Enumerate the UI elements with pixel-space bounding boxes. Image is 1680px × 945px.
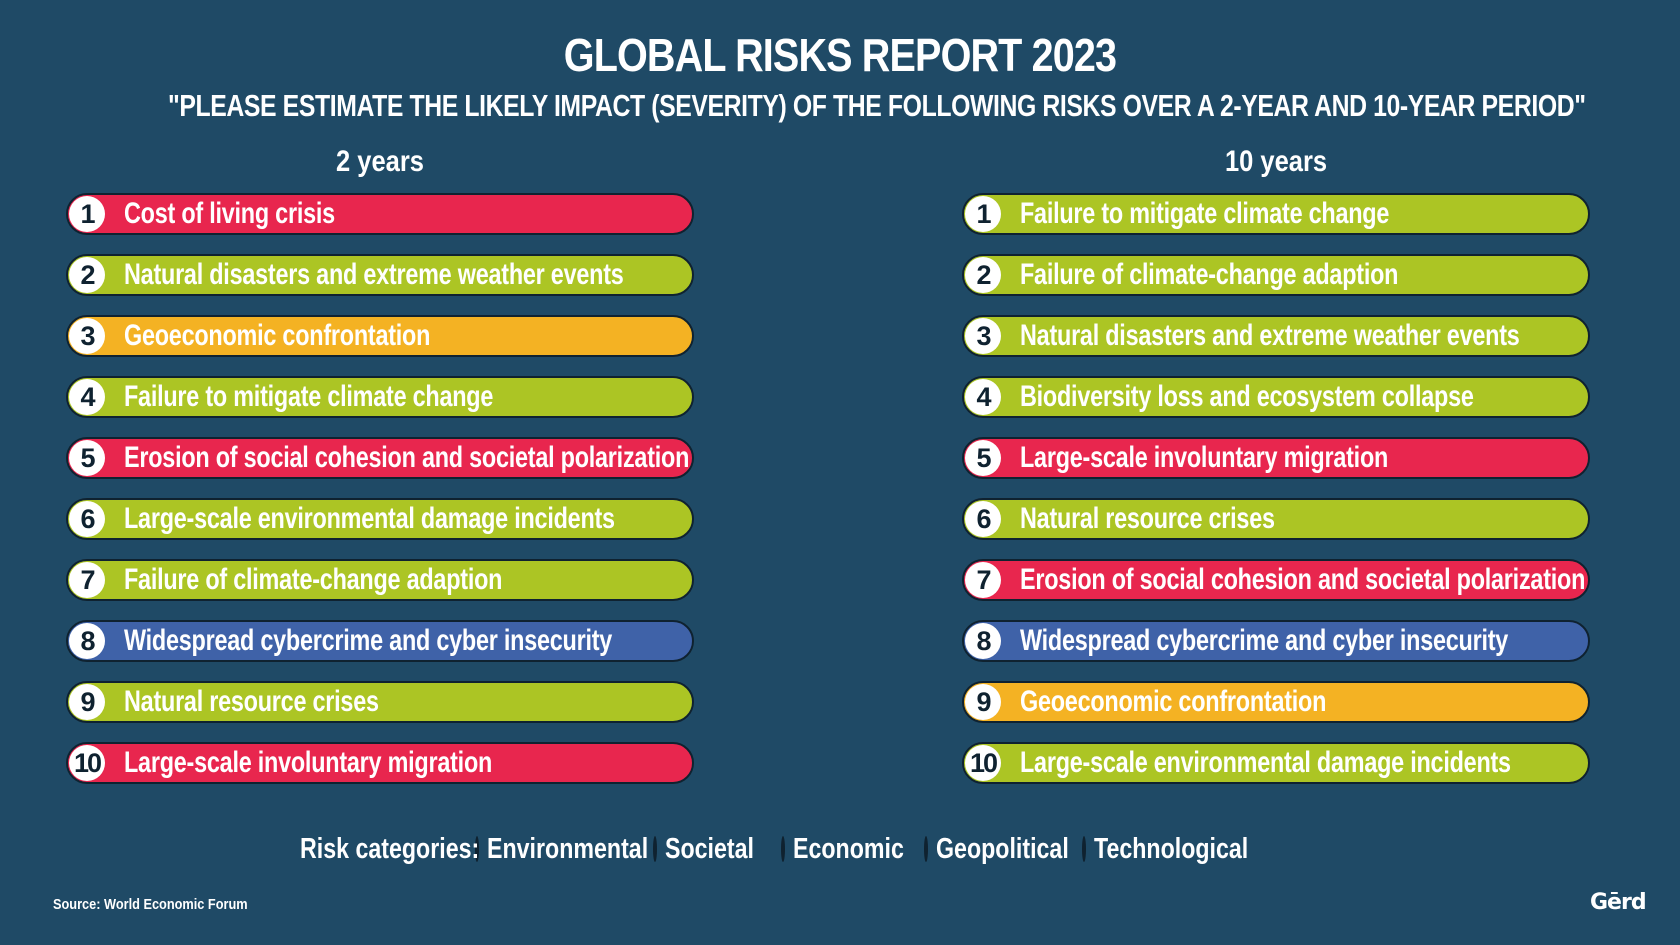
risk-item: 4 Biodiversity loss and ecosystem collaps… <box>962 376 1590 418</box>
page-title: GLOBAL RISKS REPORT 2023 <box>563 29 1117 81</box>
legend-item-geopolitical: Geopolitical <box>924 833 1074 866</box>
risk-item: 5 Erosion of social cohesion and societal… <box>66 437 694 479</box>
risk-label: Natural resource crises <box>124 685 379 718</box>
risk-item: 9 Natural resource crises <box>66 681 694 723</box>
risk-label: Geoeconomic confrontation <box>1020 685 1327 718</box>
risk-label: Large-scale environmental damage inciden… <box>124 502 615 535</box>
column-heading-10-years: 10 years <box>1224 145 1328 178</box>
rank-badge: 5 <box>69 440 105 476</box>
risk-item: 6 Natural resource crises <box>962 498 1590 540</box>
risk-label: Large-scale involuntary migration <box>124 746 493 779</box>
risk-item: 9 Geoeconomic confrontation <box>962 681 1590 723</box>
rank-badge: 5 <box>965 440 1001 476</box>
rank-badge: 9 <box>69 684 105 720</box>
legend: Risk categories: Environmental Societal Ec… <box>300 830 1260 868</box>
rank-badge: 10 <box>965 745 1001 781</box>
rank-badge: 4 <box>965 379 1001 415</box>
legend-swatch <box>781 836 785 862</box>
legend-label: Economic <box>793 832 904 865</box>
legend-item-environmental: Environmental <box>475 832 649 866</box>
rank-badge: 7 <box>69 562 105 598</box>
risk-item: 3 Natural disasters and extreme weather e… <box>962 315 1590 357</box>
legend-swatch <box>924 836 928 862</box>
risk-item: 10 Large-scale involuntary migration <box>66 742 694 784</box>
risk-label: Natural disasters and extreme weather ev… <box>124 258 624 291</box>
legend-label: Environmental <box>487 832 649 865</box>
legend-swatch <box>1082 836 1086 862</box>
rank-badge: 3 <box>965 318 1001 354</box>
rank-badge: 2 <box>69 257 105 293</box>
risk-label: Failure of climate-change adaption <box>1020 258 1399 291</box>
rank-badge: 7 <box>965 562 1001 598</box>
legend-swatch <box>653 836 657 862</box>
legend-label: Technological <box>1094 832 1249 865</box>
legend-item-societal: Societal <box>653 833 773 866</box>
column-heading-2-years: 2 years <box>336 145 424 178</box>
risk-label: Failure to mitigate climate change <box>1020 197 1390 230</box>
risk-label: Widespread cybercrime and cyber insecuri… <box>124 624 613 657</box>
rank-badge: 2 <box>965 257 1001 293</box>
risk-label: Natural resource crises <box>1020 502 1275 535</box>
risk-item: 4 Failure to mitigate climate change <box>66 376 694 418</box>
risk-item: 1 Failure to mitigate climate change <box>962 193 1590 235</box>
risk-item: 5 Large-scale involuntary migration <box>962 437 1590 479</box>
rank-badge: 8 <box>69 623 105 659</box>
risk-label: Widespread cybercrime and cyber insecuri… <box>1020 624 1509 657</box>
rank-badge: 1 <box>69 196 105 232</box>
rank-badge: 1 <box>965 196 1001 232</box>
risk-item: 7 Erosion of social cohesion and societal… <box>962 559 1590 601</box>
risk-label: Natural disasters and extreme weather ev… <box>1020 319 1520 352</box>
risk-list-2-years: 1 Cost of living crisis 2 Natural disasters… <box>66 193 694 803</box>
legend-label: Societal <box>665 832 754 865</box>
risk-item: 2 Natural disasters and extreme weather e… <box>66 254 694 296</box>
risk-label: Failure to mitigate climate change <box>124 380 494 413</box>
brand-logo: Gērd <box>1590 890 1647 915</box>
page-subtitle: "PLEASE ESTIMATE THE LIKELY IMPACT (SEVE… <box>168 88 1586 123</box>
rank-badge: 10 <box>69 745 105 781</box>
rank-badge: 9 <box>965 684 1001 720</box>
risk-item: 7 Failure of climate-change adaption <box>66 559 694 601</box>
rank-badge: 6 <box>965 501 1001 537</box>
rank-badge: 8 <box>965 623 1001 659</box>
legend-swatch <box>475 836 479 862</box>
risk-label: Large-scale environmental damage inciden… <box>1020 746 1511 779</box>
risk-label: Erosion of social cohesion and societal … <box>124 441 690 474</box>
rank-badge: 4 <box>69 379 105 415</box>
risk-label: Biodiversity loss and ecosystem collapse <box>1020 380 1474 413</box>
risk-list-10-years: 1 Failure to mitigate climate change 2 Fail… <box>962 193 1590 803</box>
legend-title: Risk categories: <box>300 832 480 865</box>
rank-badge: 3 <box>69 318 105 354</box>
risk-label: Cost of living crisis <box>124 197 335 230</box>
risk-item: 3 Geoeconomic confrontation <box>66 315 694 357</box>
risk-label: Erosion of social cohesion and societal … <box>1020 563 1586 596</box>
risk-item: 1 Cost of living crisis <box>66 193 694 235</box>
legend-item-economic: Economic <box>781 833 916 866</box>
risk-item: 2 Failure of climate-change adaption <box>962 254 1590 296</box>
risk-item: 8 Widespread cybercrime and cyber insecur… <box>962 620 1590 662</box>
risk-item: 10 Large-scale environmental damage incid… <box>962 742 1590 784</box>
risk-label: Large-scale involuntary migration <box>1020 441 1389 474</box>
risk-label: Failure of climate-change adaption <box>124 563 503 596</box>
risk-item: 6 Large-scale environmental damage incide… <box>66 498 694 540</box>
risk-item: 8 Widespread cybercrime and cyber insecur… <box>66 620 694 662</box>
source-note: Source: World Economic Forum <box>53 896 248 913</box>
risk-label: Geoeconomic confrontation <box>124 319 431 352</box>
legend-item-technological: Technological <box>1082 833 1252 866</box>
rank-badge: 6 <box>69 501 105 537</box>
legend-label: Geopolitical <box>936 832 1069 865</box>
